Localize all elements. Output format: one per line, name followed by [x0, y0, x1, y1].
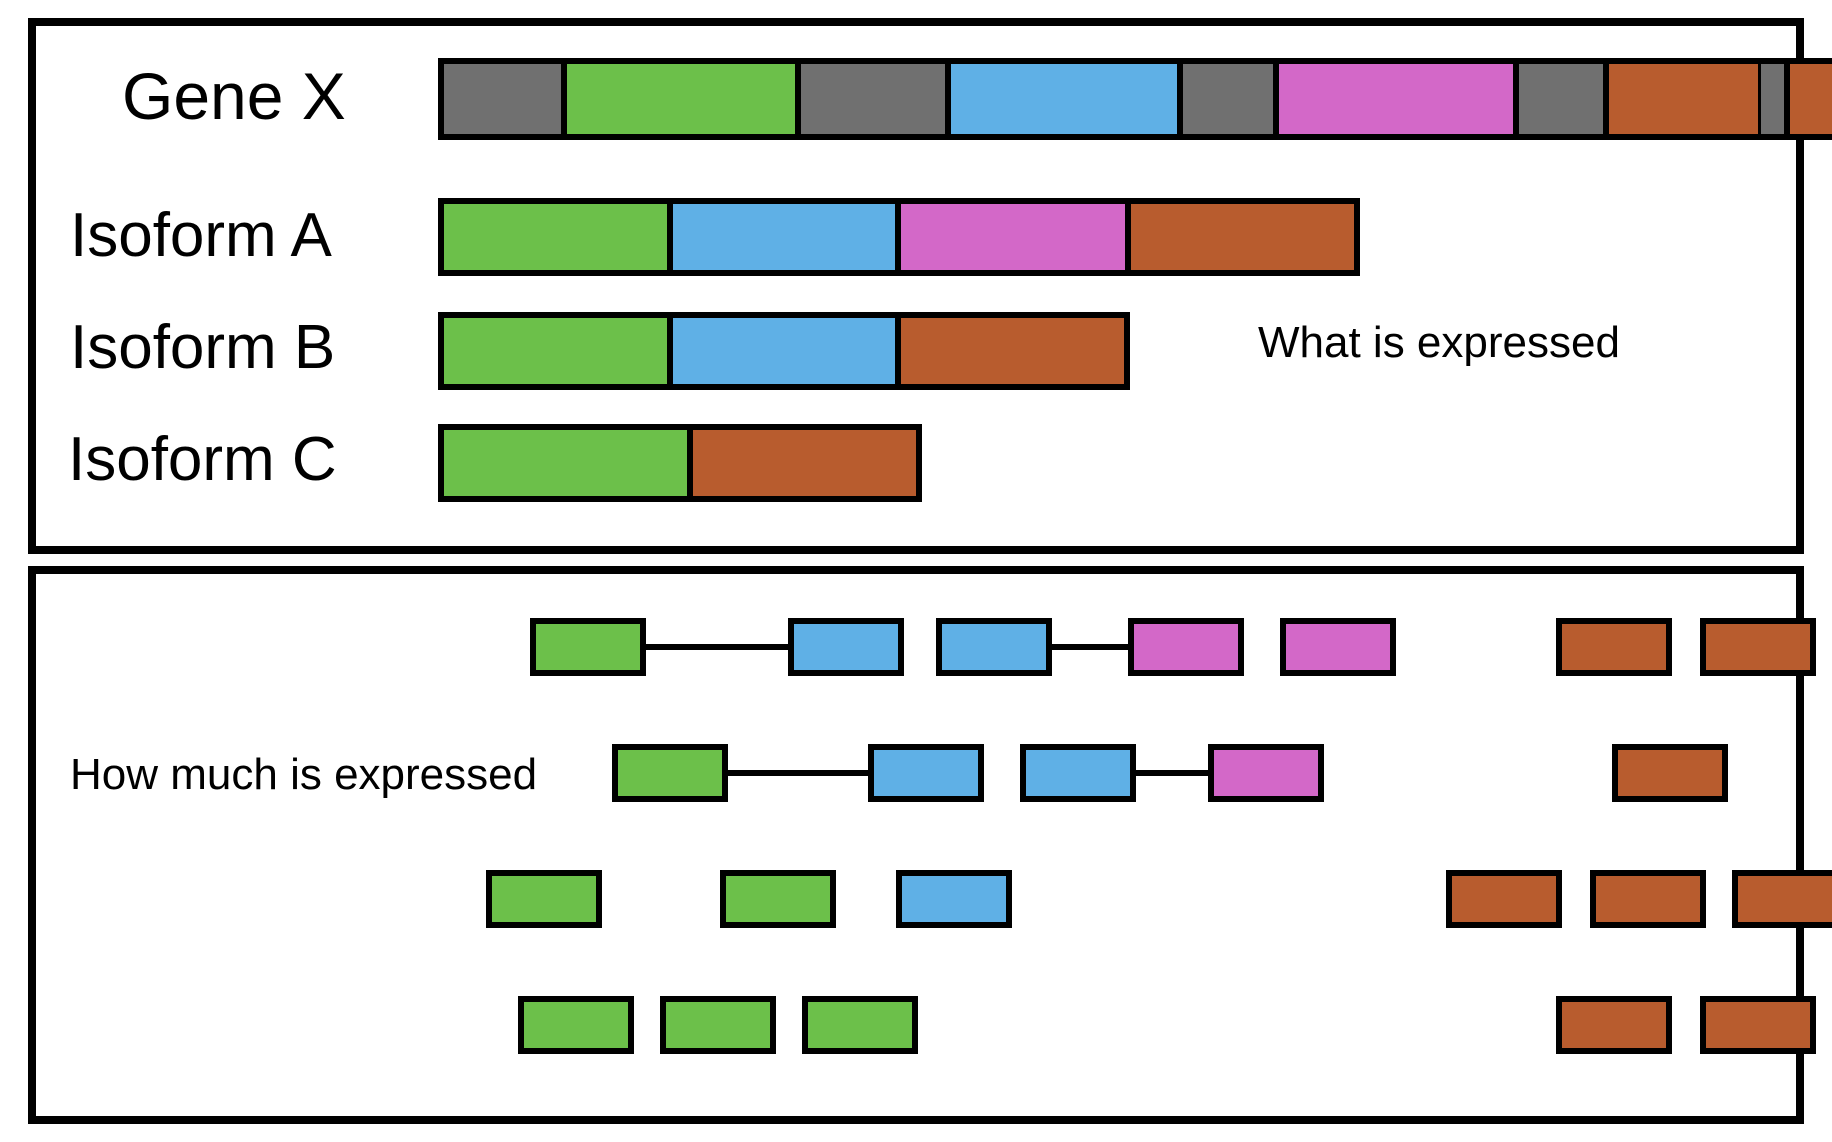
- isoform-b-segment: [670, 312, 898, 390]
- gene-x-segment: [438, 58, 564, 140]
- read-connector: [1136, 770, 1208, 776]
- isoform-a-segment: [438, 198, 670, 276]
- isoform-c-segment: [690, 424, 922, 502]
- gene-x-segment: [798, 58, 948, 140]
- read-fragment: [1128, 618, 1244, 676]
- read-fragment: [1556, 996, 1672, 1054]
- read-connector: [728, 770, 868, 776]
- read-fragment: [868, 744, 984, 802]
- read-fragment: [802, 996, 918, 1054]
- isoform-a-segment: [898, 198, 1128, 276]
- gene-x-segment: [1758, 58, 1790, 140]
- read-fragment: [1556, 618, 1672, 676]
- label-what-expressed: What is expressed: [1258, 318, 1620, 368]
- read-connector: [1052, 644, 1128, 650]
- label-isoform-a: Isoform A: [70, 200, 332, 271]
- read-fragment: [1700, 996, 1816, 1054]
- read-fragment: [530, 618, 646, 676]
- isoform-b-segment: [438, 312, 670, 390]
- gene-x-segment: [564, 58, 798, 140]
- isoform-c-segment: [438, 424, 690, 502]
- read-fragment: [1612, 744, 1728, 802]
- read-fragment: [660, 996, 776, 1054]
- label-how-much-expressed: How much is expressed: [70, 750, 537, 800]
- isoform-a-segment: [1128, 198, 1360, 276]
- label-isoform-c: Isoform C: [68, 424, 337, 495]
- label-isoform-b: Isoform B: [70, 312, 335, 383]
- read-fragment: [1280, 618, 1396, 676]
- gene-x-segment: [1606, 58, 1832, 140]
- read-fragment: [896, 870, 1012, 928]
- read-connector: [646, 644, 788, 650]
- read-fragment: [1732, 870, 1832, 928]
- gene-x-segment: [948, 58, 1180, 140]
- gene-x-segment: [1276, 58, 1516, 140]
- read-fragment: [1208, 744, 1324, 802]
- read-fragment: [1700, 618, 1816, 676]
- read-fragment: [1590, 870, 1706, 928]
- read-fragment: [720, 870, 836, 928]
- read-fragment: [612, 744, 728, 802]
- read-fragment: [1020, 744, 1136, 802]
- isoform-a-segment: [670, 198, 898, 276]
- gene-x-segment: [1180, 58, 1276, 140]
- read-fragment: [936, 618, 1052, 676]
- gene-x-segment: [1516, 58, 1606, 140]
- read-fragment: [486, 870, 602, 928]
- read-fragment: [1446, 870, 1562, 928]
- label-gene-x: Gene X: [122, 58, 346, 134]
- isoform-b-segment: [898, 312, 1130, 390]
- diagram-canvas: Gene X Isoform A Isoform B Isoform C Wha…: [0, 0, 1832, 1142]
- read-fragment: [788, 618, 904, 676]
- read-fragment: [518, 996, 634, 1054]
